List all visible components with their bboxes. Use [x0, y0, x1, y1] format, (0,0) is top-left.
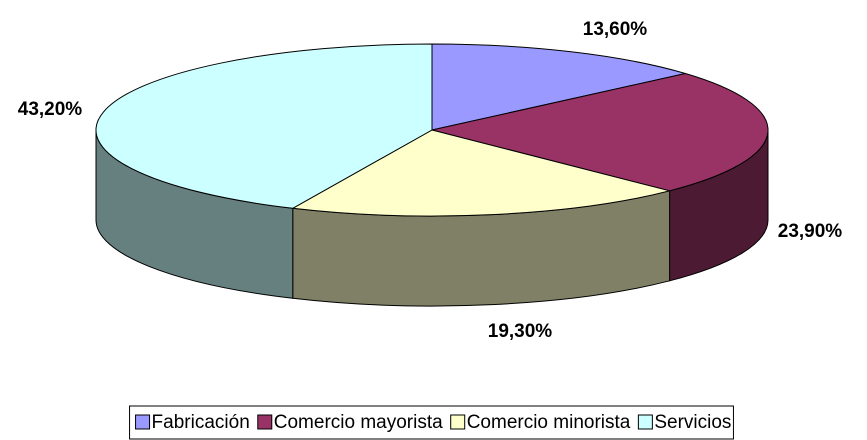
legend-label: Fabricación [152, 412, 250, 433]
legend [129, 405, 734, 440]
value-label: 23,90% [778, 221, 843, 242]
legend-label: Comercio mayorista [274, 412, 443, 433]
legend-label: Servicios [654, 412, 731, 433]
value-label: 19,30% [488, 321, 553, 342]
legend-swatch [637, 414, 653, 430]
pie-slice [95, 43, 433, 209]
pie-slice [431, 73, 769, 192]
pie-slice [291, 129, 670, 217]
pie-slice [431, 43, 686, 131]
value-label: 13,60% [583, 19, 648, 40]
legend-label: Comercio minorista [467, 412, 631, 433]
legend-swatch [257, 414, 273, 430]
legend-swatch [135, 414, 151, 430]
legend-swatch [450, 414, 466, 430]
value-label: 43,20% [18, 99, 83, 120]
